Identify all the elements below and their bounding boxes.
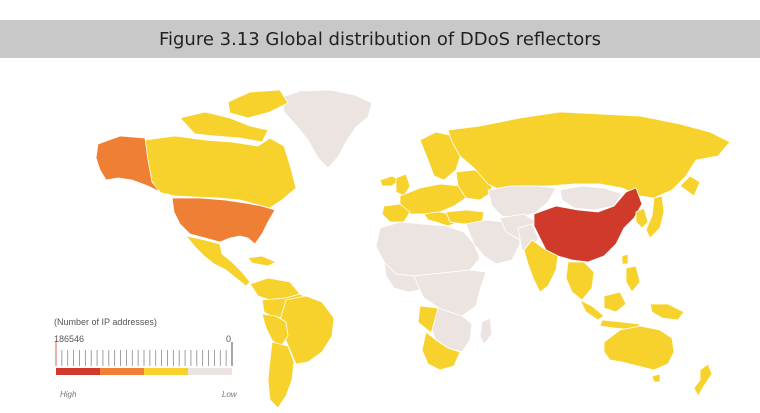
region-indonesia-sumatra xyxy=(579,299,605,321)
legend-min-value: 0 xyxy=(226,334,232,344)
region-united-states xyxy=(171,197,276,245)
region-argentina-chile xyxy=(267,341,295,409)
region-new-guinea xyxy=(649,303,685,321)
region-caribbean xyxy=(247,255,277,267)
legend-bin xyxy=(100,368,144,375)
region-russia-east xyxy=(679,175,701,197)
region-southern-africa xyxy=(431,307,473,353)
region-taiwan xyxy=(621,253,629,265)
region-bolivia-peru xyxy=(261,313,289,349)
region-tasmania xyxy=(651,373,661,383)
region-canada xyxy=(144,135,297,209)
legend-low-label: Low xyxy=(222,390,237,399)
region-japan xyxy=(645,195,665,239)
region-indochina xyxy=(565,261,595,301)
region-philippines xyxy=(625,265,641,293)
region-australia xyxy=(603,325,675,371)
region-central-africa xyxy=(413,269,487,317)
region-central-asia xyxy=(487,185,557,219)
legend-high-label: High xyxy=(60,390,77,399)
region-new-zealand xyxy=(693,363,713,397)
region-uk xyxy=(395,173,411,197)
legend-scale xyxy=(55,342,233,375)
region-india xyxy=(523,239,559,293)
legend-bin xyxy=(56,368,100,375)
region-scandinavia xyxy=(419,131,463,181)
region-madagascar xyxy=(479,317,493,345)
legend-bin xyxy=(188,368,232,375)
map-legend: (Number of IP addresses) 186546 0 High L… xyxy=(54,317,244,407)
region-west-africa xyxy=(383,261,421,293)
region-canada-arctic xyxy=(227,89,289,119)
legend-max-value: 186546 xyxy=(54,334,85,344)
legend-caption: (Number of IP addresses) xyxy=(54,317,157,327)
figure-title-bar: Figure 3.13 Global distribution of DDoS … xyxy=(0,20,760,58)
region-russia xyxy=(447,111,731,199)
region-western-europe xyxy=(399,183,467,215)
region-greenland xyxy=(281,89,373,169)
world-map xyxy=(95,89,731,409)
region-alaska xyxy=(95,135,161,193)
legend-bin xyxy=(144,368,188,375)
region-mexico xyxy=(185,235,251,287)
region-indonesia-borneo xyxy=(603,291,627,313)
region-south-africa xyxy=(421,331,461,371)
region-korea xyxy=(635,207,649,229)
region-canada-islands xyxy=(179,111,269,143)
region-north-africa xyxy=(375,221,481,277)
figure-title: Figure 3.13 Global distribution of DDoS … xyxy=(158,28,602,50)
